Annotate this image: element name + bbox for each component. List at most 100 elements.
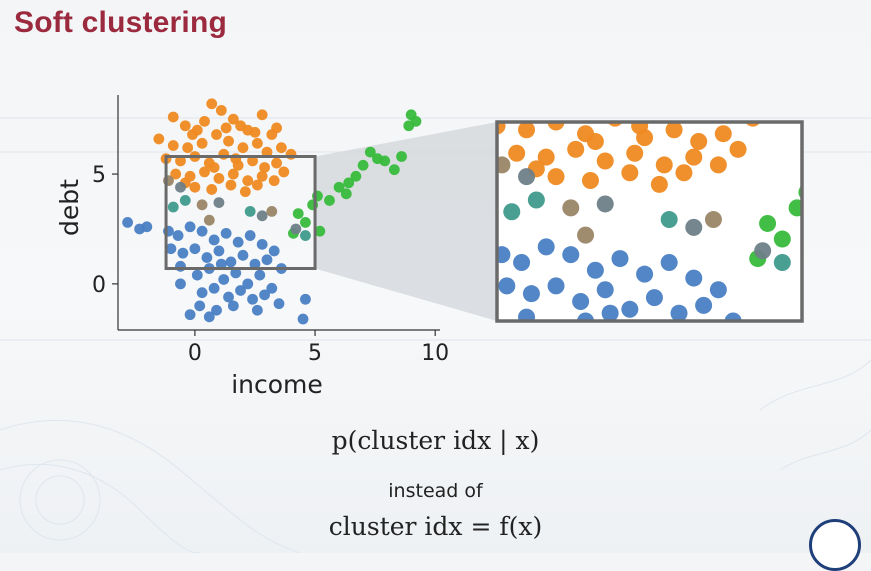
- inset-point-mixed: [562, 199, 580, 217]
- data-point-orange: [199, 166, 210, 178]
- data-point-mixed: [167, 201, 179, 213]
- data-point-orange: [170, 168, 182, 180]
- inset-point-orange: [690, 133, 708, 151]
- data-point-orange: [225, 179, 237, 191]
- data-point-orange: [230, 153, 242, 165]
- data-point-mixed: [256, 210, 268, 222]
- data-point-blue: [165, 243, 177, 255]
- inset-point-mixed: [704, 211, 722, 229]
- data-point-orange: [213, 173, 225, 184]
- data-point-green: [300, 216, 311, 228]
- inset-point-blue: [577, 312, 595, 321]
- inset-point-blue: [497, 246, 511, 264]
- inset-point-blue: [498, 277, 516, 295]
- data-point-green: [396, 151, 407, 162]
- data-point-blue: [215, 258, 227, 270]
- inset-frame: [495, 120, 804, 323]
- data-point-orange: [235, 120, 246, 132]
- inset-points: [497, 122, 820, 321]
- data-point-blue: [259, 289, 270, 301]
- inset-point-blue: [596, 281, 614, 299]
- data-point-green: [333, 181, 345, 193]
- data-point-blue: [191, 269, 203, 281]
- data-point-orange: [175, 155, 186, 167]
- x-tick-label: 5: [308, 341, 322, 366]
- formula-hard: cluster idx = f(x): [0, 512, 871, 541]
- data-point-mixed: [175, 181, 186, 193]
- highlight-box: [164, 154, 317, 271]
- data-point-orange: [215, 104, 227, 116]
- inset-point-orange: [537, 148, 555, 166]
- data-point-blue: [223, 291, 234, 303]
- data-point-green: [405, 109, 417, 121]
- data-point-mixed: [244, 206, 256, 217]
- data-point-blue: [232, 236, 244, 248]
- data-point-orange: [285, 148, 297, 160]
- data-point-orange: [237, 142, 249, 154]
- inset-point-mixed: [754, 242, 772, 260]
- x-axis-label: income: [231, 370, 323, 399]
- data-point-blue: [227, 300, 239, 312]
- inset-point-orange: [650, 175, 668, 193]
- data-point-blue: [211, 304, 222, 316]
- inset-point-green: [788, 199, 802, 217]
- data-point-orange: [189, 181, 201, 193]
- inset-point-mixed: [596, 195, 614, 213]
- data-point-mixed: [196, 199, 208, 211]
- data-point-orange: [167, 111, 179, 123]
- data-point-blue: [184, 309, 196, 321]
- inset-point-orange: [518, 122, 536, 139]
- inset-point-mixed: [527, 191, 545, 209]
- inset-point-orange: [596, 152, 614, 170]
- main-points: [122, 98, 422, 325]
- inset-point-blue: [645, 289, 663, 307]
- data-point-orange: [268, 175, 280, 187]
- x-tick-label: 10: [421, 341, 449, 366]
- inset-point-green: [759, 214, 777, 232]
- formula-hard-text: cluster idx = f(x): [328, 512, 543, 541]
- inset-point-blue: [660, 253, 678, 271]
- data-point-orange: [206, 184, 218, 195]
- data-point-blue: [273, 298, 285, 310]
- inset-point-blue: [611, 250, 629, 268]
- data-point-blue: [266, 282, 278, 294]
- data-point-blue: [261, 254, 273, 266]
- data-point-mixed: [300, 230, 311, 241]
- data-point-blue: [218, 274, 230, 285]
- data-point-blue: [268, 245, 280, 257]
- data-point-blue: [256, 238, 268, 250]
- data-point-orange: [276, 142, 287, 154]
- data-point-orange: [259, 162, 270, 173]
- y-tick-label: 0: [92, 273, 106, 298]
- inset-point-blue: [636, 265, 654, 283]
- data-point-blue: [175, 278, 186, 290]
- data-point-orange: [239, 186, 251, 198]
- data-point-orange: [227, 168, 239, 180]
- data-point-orange: [211, 129, 222, 140]
- inset-point-orange: [581, 172, 599, 190]
- data-point-orange: [187, 129, 198, 140]
- inset-point-mixed: [503, 203, 521, 221]
- inset-point-blue: [562, 246, 580, 264]
- inset-point-green: [803, 246, 820, 263]
- y-axis-label: debt: [55, 179, 84, 236]
- data-point-orange: [199, 115, 210, 127]
- data-point-blue: [175, 260, 186, 272]
- data-point-orange: [218, 148, 230, 160]
- data-point-blue: [184, 221, 196, 233]
- data-point-green: [372, 153, 383, 165]
- data-point-blue: [213, 245, 225, 257]
- data-point-blue: [189, 243, 201, 255]
- inset-point-orange: [709, 156, 727, 174]
- x-tick-label: 0: [188, 341, 202, 366]
- data-point-blue: [201, 252, 213, 263]
- inset-point-blue: [572, 292, 590, 310]
- inset-point-mixed: [518, 168, 536, 186]
- data-point-orange: [251, 179, 263, 191]
- inset-point-blue: [636, 320, 644, 321]
- data-point-mixed: [290, 223, 302, 235]
- data-point-green: [292, 208, 304, 219]
- inset-point-orange: [621, 164, 639, 182]
- data-point-orange: [227, 113, 239, 125]
- inset-point-blue: [513, 253, 531, 271]
